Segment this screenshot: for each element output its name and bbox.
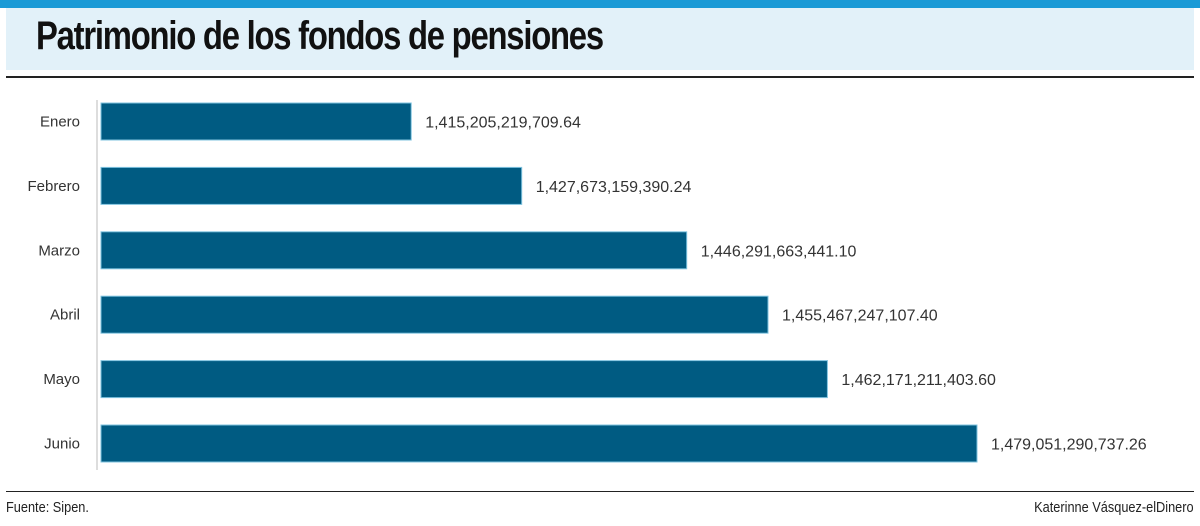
credit-note: Katerinne Vásquez-elDinero [1034, 499, 1194, 516]
value-label: 1,479,051,290,737.26 [991, 437, 1147, 454]
value-label: 1,455,467,247,107.40 [782, 308, 938, 325]
bar-febrero [100, 166, 523, 205]
bar-mayo [100, 360, 828, 399]
category-label: Marzo [38, 242, 80, 259]
category-label: Mayo [43, 371, 80, 388]
bar-enero [100, 102, 412, 141]
bar-marzo [100, 231, 688, 270]
top-accent-bar [0, 0, 1200, 8]
category-label: Enero [40, 114, 80, 131]
bar-abril [100, 295, 769, 334]
divider-top [6, 76, 1194, 78]
chart-title: Patrimonio de los fondos de pensiones [36, 14, 604, 58]
category-label: Febrero [27, 178, 80, 195]
source-note: Fuente: Sipen. [6, 499, 89, 516]
divider-bottom [6, 491, 1194, 492]
value-label: 1,427,673,159,390.24 [536, 179, 692, 196]
value-label: 1,415,205,219,709.64 [425, 115, 581, 132]
category-label: Abril [50, 307, 80, 324]
value-label: 1,462,171,211,403.60 [841, 372, 996, 389]
bar-junio [100, 424, 978, 463]
category-label: Junio [44, 436, 80, 453]
value-label: 1,446,291,663,441.10 [701, 243, 857, 260]
title-band [6, 8, 1194, 70]
